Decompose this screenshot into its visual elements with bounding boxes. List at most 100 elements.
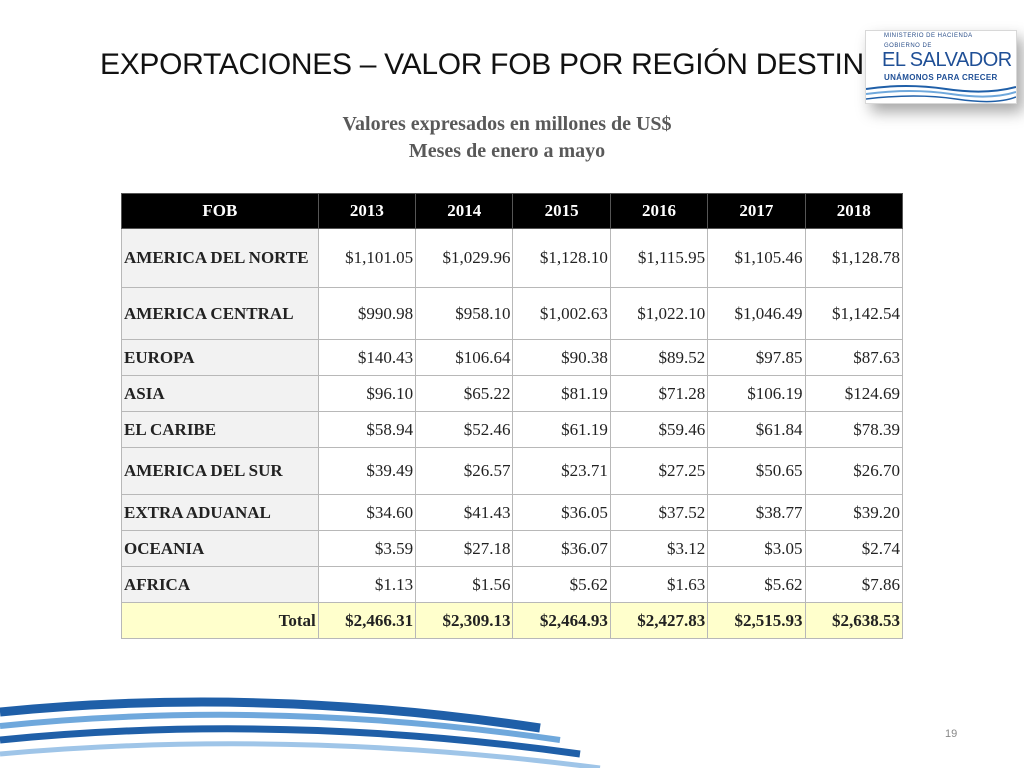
region-cell: ASIA [121,375,319,412]
value-cell: $1,115.95 [609,228,709,288]
decorative-swoosh [0,697,1024,768]
region-cell: EXTRA ADUANAL [121,494,319,531]
value-cell: $26.70 [804,447,904,495]
value-cell: $124.69 [804,375,904,412]
value-cell: $36.05 [512,494,611,531]
column-header: 2014 [415,193,514,229]
total-value-cell: $2,466.31 [317,602,417,639]
value-cell: $58.94 [317,411,417,448]
total-value-cell: $2,309.13 [415,602,514,639]
value-cell: $1,002.63 [512,287,611,340]
table-row: AFRICA $1.13 $1.56 $5.62 $1.63 $5.62 $7.… [121,566,904,603]
logo-wave-icon [866,85,1016,103]
value-cell: $106.19 [707,375,806,412]
value-cell: $61.19 [512,411,611,448]
value-cell: $1.56 [415,566,514,603]
total-value-cell: $2,427.83 [609,602,709,639]
value-cell: $1,046.49 [707,287,806,340]
total-value-cell: $2,464.93 [512,602,611,639]
logo-slogan-text: UNÁMONOS PARA CRECER [884,73,998,82]
region-cell: AMERICA DEL NORTE [121,228,319,288]
value-cell: $65.22 [415,375,514,412]
column-header: 2017 [707,193,806,229]
value-cell: $1,029.96 [415,228,514,288]
logo-ministry-text: MINISTERIO DE HACIENDA [884,33,973,39]
value-cell: $3.05 [707,530,806,567]
value-cell: $1,142.54 [804,287,904,340]
table-row: EUROPA $140.43 $106.64 $90.38 $89.52 $97… [121,339,904,376]
value-cell: $1,128.78 [804,228,904,288]
value-cell: $106.64 [415,339,514,376]
table-row: AMERICA DEL SUR $39.49 $26.57 $23.71 $27… [121,447,904,495]
value-cell: $36.07 [512,530,611,567]
column-header: 2016 [609,193,709,229]
slide-title: EXPORTACIONES – VALOR FOB POR REGIÓN DES… [100,48,887,81]
column-header: 2018 [804,193,904,229]
region-cell: EL CARIBE [121,411,319,448]
value-cell: $2.74 [804,530,904,567]
value-cell: $1.63 [609,566,709,603]
table-row: EL CARIBE $58.94 $52.46 $61.19 $59.46 $6… [121,411,904,448]
value-cell: $37.52 [609,494,709,531]
table-row: AMERICA CENTRAL $990.98 $958.10 $1,002.6… [121,287,904,340]
column-header: 2015 [512,193,611,229]
region-cell: AFRICA [121,566,319,603]
value-cell: $990.98 [317,287,417,340]
value-cell: $52.46 [415,411,514,448]
region-cell: AMERICA CENTRAL [121,287,319,340]
value-cell: $27.25 [609,447,709,495]
value-cell: $1,101.05 [317,228,417,288]
value-cell: $59.46 [609,411,709,448]
value-cell: $38.77 [707,494,806,531]
total-row: Total $2,466.31 $2,309.13 $2,464.93 $2,4… [121,602,904,639]
table-row: OCEANIA $3.59 $27.18 $36.07 $3.12 $3.05 … [121,530,904,567]
value-cell: $50.65 [707,447,806,495]
value-cell: $41.43 [415,494,514,531]
value-cell: $5.62 [707,566,806,603]
value-cell: $5.62 [512,566,611,603]
region-cell: OCEANIA [121,530,319,567]
value-cell: $39.49 [317,447,417,495]
value-cell: $61.84 [707,411,806,448]
table-row: AMERICA DEL NORTE $1,101.05 $1,029.96 $1… [121,228,904,288]
logo-government-text: GOBIERNO DE [884,43,932,49]
table-row: EXTRA ADUANAL $34.60 $41.43 $36.05 $37.5… [121,494,904,531]
subtitle-period: Meses de enero a mayo [408,140,606,162]
logo-country-text: EL SALVADOR [882,49,1012,71]
total-label-cell: Total [121,602,319,639]
column-header: 2013 [317,193,417,229]
value-cell: $39.20 [804,494,904,531]
subtitle-units: Valores expresados en millones de US$ [342,113,672,135]
value-cell: $140.43 [317,339,417,376]
value-cell: $71.28 [609,375,709,412]
value-cell: $3.12 [609,530,709,567]
value-cell: $1,105.46 [707,228,806,288]
region-cell: EUROPA [121,339,319,376]
table-header-row: FOB 2013 2014 2015 2016 2017 2018 [121,193,904,229]
value-cell: $89.52 [609,339,709,376]
value-cell: $81.19 [512,375,611,412]
total-value-cell: $2,638.53 [804,602,904,639]
value-cell: $958.10 [415,287,514,340]
value-cell: $7.86 [804,566,904,603]
fob-export-table: FOB 2013 2014 2015 2016 2017 2018 AMERIC… [121,193,904,639]
value-cell: $87.63 [804,339,904,376]
total-value-cell: $2,515.93 [707,602,806,639]
value-cell: $26.57 [415,447,514,495]
value-cell: $27.18 [415,530,514,567]
value-cell: $90.38 [512,339,611,376]
value-cell: $1,022.10 [609,287,709,340]
value-cell: $23.71 [512,447,611,495]
table-row: ASIA $96.10 $65.22 $81.19 $71.28 $106.19… [121,375,904,412]
region-cell: AMERICA DEL SUR [121,447,319,495]
el-salvador-logo: MINISTERIO DE HACIENDA GOBIERNO DE EL SA… [865,30,1017,104]
value-cell: $97.85 [707,339,806,376]
page-number: 19 [945,728,958,740]
column-header: FOB [121,193,319,229]
value-cell: $34.60 [317,494,417,531]
value-cell: $1,128.10 [512,228,611,288]
value-cell: $3.59 [317,530,417,567]
value-cell: $96.10 [317,375,417,412]
value-cell: $78.39 [804,411,904,448]
value-cell: $1.13 [317,566,417,603]
